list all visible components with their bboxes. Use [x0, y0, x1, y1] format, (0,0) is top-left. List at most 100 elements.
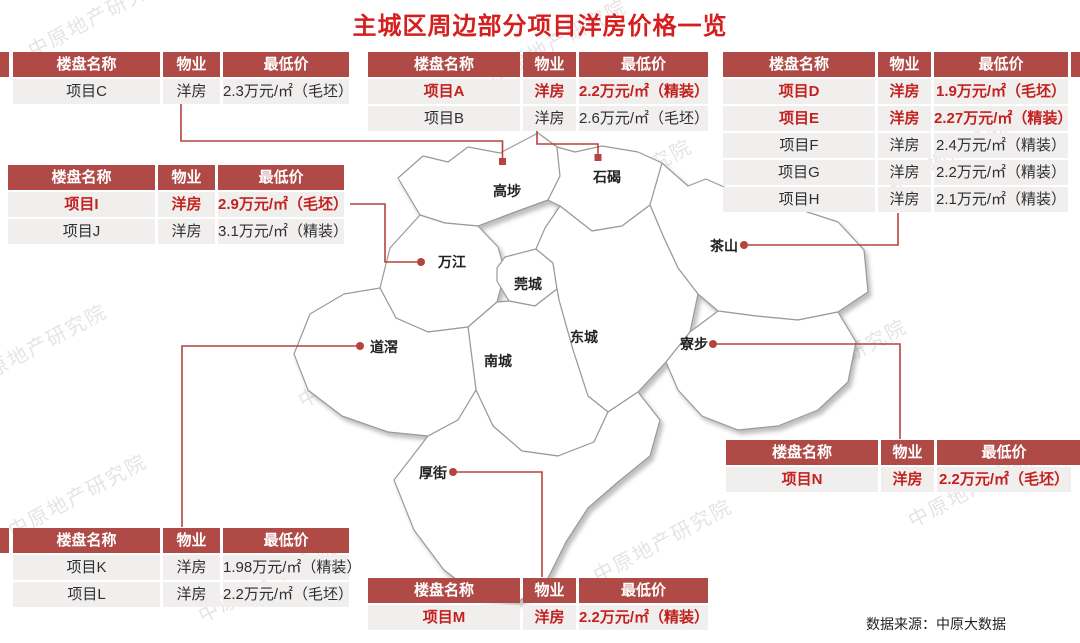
- project-name: 项目N: [726, 467, 878, 492]
- district-liaobu: [665, 310, 857, 431]
- connector-houjie-tablem: [457, 471, 543, 577]
- project-type: 洋房: [163, 79, 220, 104]
- project-price: 1.9万元/㎡（毛坯）: [934, 79, 1068, 104]
- project-name: 项目L: [13, 582, 160, 607]
- project-price: 1.98万元/㎡（精装）: [223, 555, 361, 580]
- map-marker-shijie: [594, 154, 602, 161]
- col-header-price: 最低价: [223, 52, 349, 77]
- district-label-daojiao: 道滘: [370, 339, 398, 355]
- map-marker-chashan: [740, 241, 748, 249]
- connector-tabledh-chashan: [748, 213, 899, 246]
- connector-daojiao-tablekl: [181, 345, 363, 527]
- project-type: 洋房: [878, 79, 931, 104]
- col-header-price: 最低价: [937, 440, 1071, 465]
- project-name: 项目B: [368, 106, 520, 131]
- connector-tableij-wanjiang: [350, 203, 417, 263]
- col-header-price: 最低价: [218, 165, 344, 190]
- project-name: 项目H: [723, 187, 875, 212]
- price-table-ab: 楼盘名称 物业 最低价 项目A 洋房 2.2万元/㎡（精装） 项目B 洋房 2.…: [368, 52, 709, 131]
- district-gaobu: [397, 132, 561, 227]
- col-header-type: 物业: [881, 440, 934, 465]
- project-type: 洋房: [878, 106, 931, 131]
- col-header-type: 物业: [523, 578, 576, 603]
- col-header-price: 最低价: [934, 52, 1068, 77]
- price-table-m: 楼盘名称 物业 最低价 项目M 洋房 2.2万元/㎡（精装）: [368, 578, 709, 630]
- district-label-wanjiang: 万江: [437, 254, 466, 270]
- project-type: 洋房: [163, 582, 220, 607]
- col-header-name: 楼盘名称: [13, 52, 160, 77]
- project-name: 项目I: [8, 192, 155, 217]
- connector-liaobu-tablen: [717, 343, 901, 439]
- table-edge-sliver: [0, 52, 9, 77]
- price-table-c: 楼盘名称 物业 最低价 项目C 洋房 2.3万元/㎡（毛坯）: [13, 52, 353, 104]
- col-header-price: 最低价: [223, 528, 349, 553]
- map-marker-liaobu: [709, 340, 717, 348]
- district-label-gaobu: 高埗: [493, 183, 521, 199]
- connector-lines: [180, 104, 901, 577]
- project-price: 2.2万元/㎡（毛坯）: [937, 467, 1071, 492]
- project-name: 项目M: [368, 605, 520, 630]
- project-price: 2.2万元/㎡（精装）: [934, 160, 1068, 185]
- col-header-type: 物业: [523, 52, 576, 77]
- district-label-nancheng: 南城: [484, 353, 512, 369]
- project-type: 洋房: [163, 555, 220, 580]
- district-daojiao: [293, 287, 477, 437]
- district-label-liaobu: 寮步: [679, 336, 708, 352]
- project-price: 2.2万元/㎡（精装）: [579, 605, 709, 630]
- table-edge-sliver: [1071, 52, 1080, 77]
- price-table-dh: 楼盘名称 物业 最低价 项目D 洋房 1.9万元/㎡（毛坯） 项目E 洋房 2.…: [723, 52, 1072, 212]
- project-price: 2.2万元/㎡（精装）: [579, 79, 709, 104]
- district-label-dongcheng: 东城: [570, 329, 598, 345]
- map-marker-daojiao: [356, 342, 364, 350]
- project-type: 洋房: [523, 106, 576, 131]
- table-edge-sliver: [0, 528, 9, 553]
- project-price: 2.2万元/㎡（毛坯）: [223, 582, 353, 607]
- col-header-price: 最低价: [579, 578, 708, 603]
- district-label-chashan: 茶山: [709, 238, 738, 254]
- project-name: 项目C: [13, 79, 160, 104]
- price-table-ij: 楼盘名称 物业 最低价 项目I 洋房 2.9万元/㎡（毛坯） 项目J 洋房 3.…: [8, 165, 348, 244]
- map-marker-houjie: [449, 468, 457, 476]
- project-type: 洋房: [878, 160, 931, 185]
- col-header-price: 最低价: [579, 52, 708, 77]
- col-header-name: 楼盘名称: [13, 528, 160, 553]
- district-label-shijie: 石碣: [592, 169, 621, 185]
- project-name: 项目E: [723, 106, 875, 131]
- data-source-note: 数据来源：中原大数据: [866, 616, 1006, 632]
- col-header-name: 楼盘名称: [8, 165, 155, 190]
- col-header-name: 楼盘名称: [368, 52, 520, 77]
- district-labels: 高埗 石碣 茶山 万江 莞城 东城 南城 道滘 寮步 厚街: [370, 169, 738, 481]
- connector-tableab-shijie: [536, 131, 599, 157]
- col-header-type: 物业: [878, 52, 931, 77]
- project-type: 洋房: [878, 133, 931, 158]
- map-marker-wanjiang: [417, 258, 425, 266]
- project-type: 洋房: [158, 219, 215, 244]
- page-title: 主城区周边部分项目洋房价格一览: [352, 13, 728, 40]
- project-name: 项目J: [8, 219, 155, 244]
- district-map-group: [293, 132, 869, 603]
- project-type: 洋房: [523, 605, 576, 630]
- col-header-type: 物业: [163, 528, 220, 553]
- project-name: 项目G: [723, 160, 875, 185]
- project-name: 项目D: [723, 79, 875, 104]
- project-price: 2.9万元/㎡（毛坯）: [218, 192, 348, 217]
- col-header-name: 楼盘名称: [368, 578, 520, 603]
- project-price: 2.3万元/㎡（毛坯）: [223, 79, 353, 104]
- project-type: 洋房: [158, 192, 215, 217]
- map-marker-gaobu: [499, 158, 506, 165]
- price-table-kl: 楼盘名称 物业 最低价 项目K 洋房 1.98万元/㎡（精装） 项目L 洋房 2…: [13, 528, 361, 607]
- project-type: 洋房: [523, 79, 576, 104]
- district-label-houjie: 厚街: [419, 465, 447, 481]
- project-name: 项目F: [723, 133, 875, 158]
- project-name: 项目K: [13, 555, 160, 580]
- col-header-type: 物业: [158, 165, 215, 190]
- col-header-type: 物业: [163, 52, 220, 77]
- project-price: 3.1万元/㎡（精装）: [218, 219, 348, 244]
- district-label-guancheng: 莞城: [514, 276, 542, 292]
- project-type: 洋房: [881, 467, 934, 492]
- project-price: 2.6万元/㎡（毛坯）: [579, 106, 709, 131]
- col-header-name: 楼盘名称: [723, 52, 875, 77]
- connector-tablec-gaobu: [180, 104, 504, 161]
